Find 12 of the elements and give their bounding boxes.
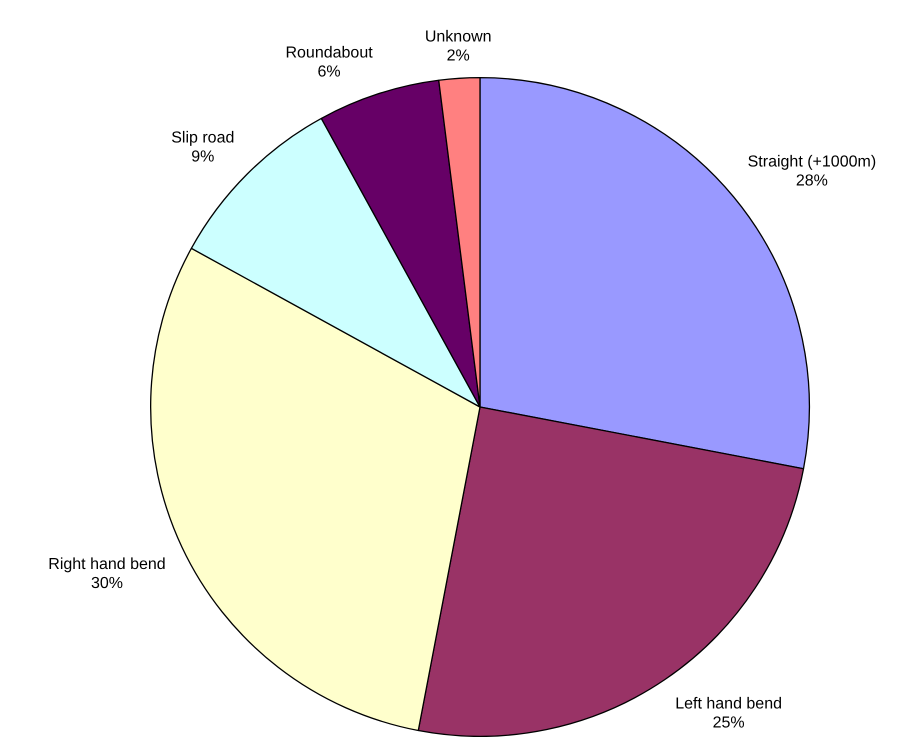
- slice-label: Left hand bend: [675, 695, 782, 712]
- slice-label: Roundabout: [285, 44, 374, 62]
- slice-label: Slip road: [171, 129, 234, 146]
- slice-label: Straight (+1000m): [748, 154, 876, 171]
- data-label: 28%: [796, 172, 828, 190]
- data-label: 2%: [446, 47, 470, 64]
- data-label: 25%: [712, 714, 745, 732]
- slice-label: Unknown: [424, 28, 492, 46]
- data-label: 6%: [318, 64, 341, 81]
- slice-label: Right hand bend: [48, 556, 166, 573]
- data-label: 9%: [191, 148, 214, 166]
- data-label: 30%: [90, 574, 124, 592]
